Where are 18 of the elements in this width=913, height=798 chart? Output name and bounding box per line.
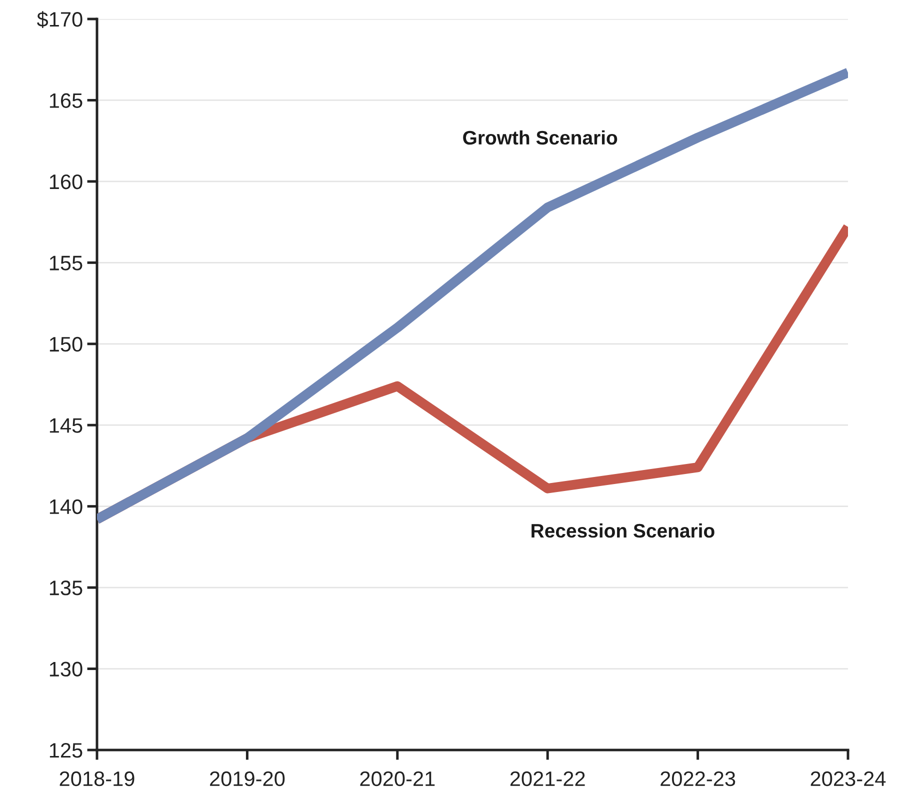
y-tick-label: 140: [50, 499, 82, 514]
x-tick-label: 2018-19: [60, 771, 134, 786]
x-tick-label: 2022-23: [660, 771, 736, 786]
x-tick-label: 2020-21: [360, 771, 435, 786]
series-label: Recession Scenario: [532, 523, 714, 538]
y-tick-label: 145: [50, 418, 82, 433]
y-tick-label: $170: [36, 11, 82, 28]
series-label: Growth Scenario: [463, 130, 618, 145]
y-tick-label: 130: [50, 662, 82, 677]
y-tick-label: 150: [50, 336, 82, 352]
x-tick-label: 2023-24: [810, 771, 886, 786]
y-tick-label: 155: [50, 256, 82, 270]
y-tick-label: 135: [50, 580, 82, 596]
y-tick-label: 165: [50, 93, 82, 108]
y-tick-label: 160: [50, 174, 82, 190]
x-tick-label: 2019-20: [210, 771, 285, 786]
x-tick-label: 2021-22: [510, 771, 585, 786]
y-tick-label: 125: [50, 743, 82, 758]
